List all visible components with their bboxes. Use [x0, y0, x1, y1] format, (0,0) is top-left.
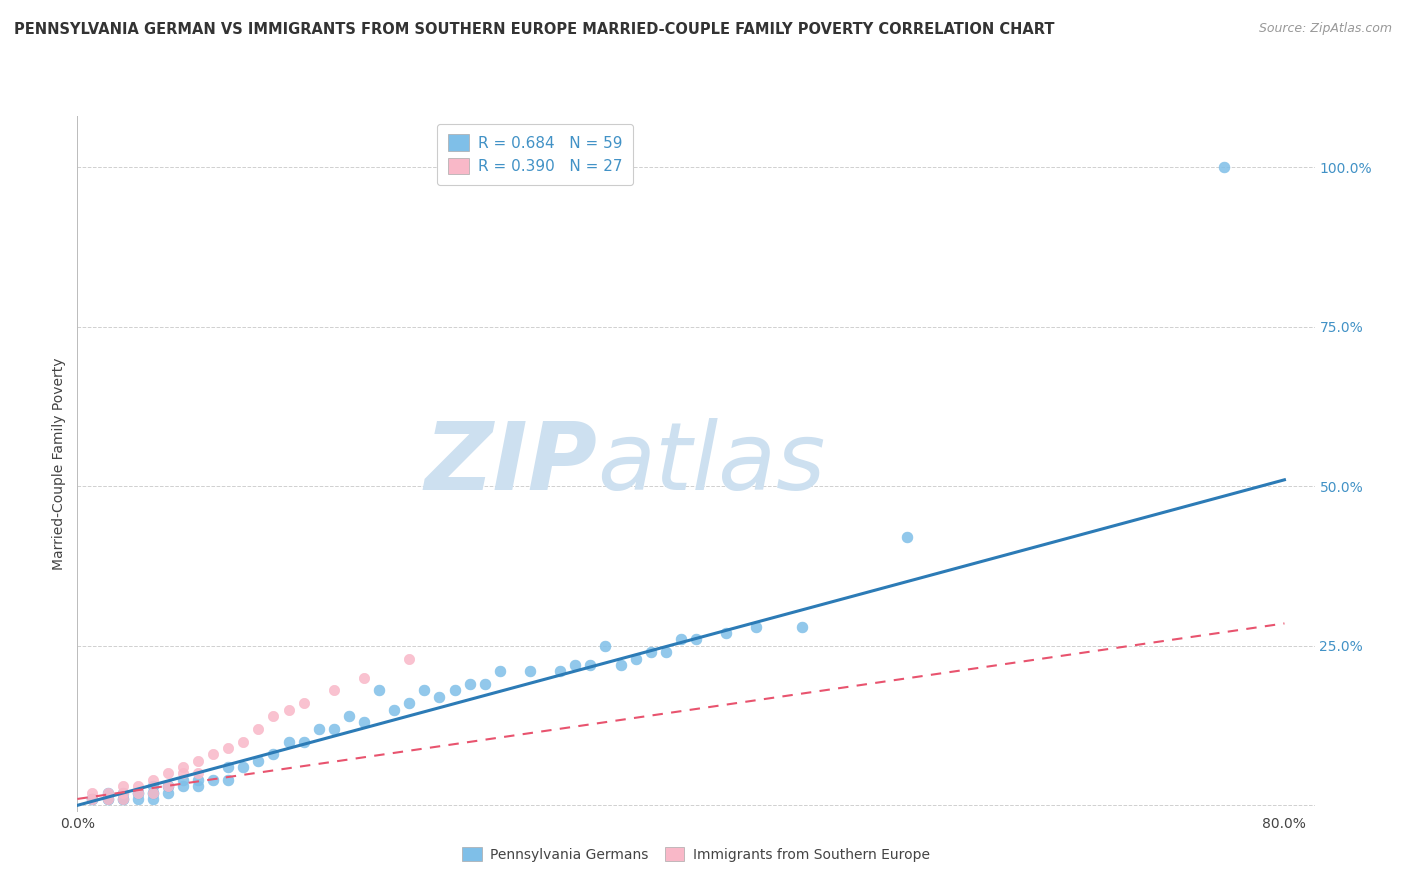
- Point: [127, 792, 149, 806]
- Y-axis label: Married-Couple Family Poverty: Married-Couple Family Poverty: [52, 358, 66, 570]
- Text: ZIP: ZIP: [425, 417, 598, 510]
- Point: [127, 786, 149, 800]
- Point: [111, 786, 134, 800]
- Point: [127, 779, 149, 793]
- Point: [172, 760, 194, 774]
- Point: [142, 772, 165, 787]
- Point: [142, 786, 165, 800]
- Point: [202, 772, 225, 787]
- Point: [82, 792, 104, 806]
- Point: [277, 703, 299, 717]
- Point: [156, 786, 179, 800]
- Point: [413, 683, 436, 698]
- Point: [187, 766, 209, 780]
- Point: [156, 779, 179, 793]
- Point: [187, 779, 209, 793]
- Point: [609, 657, 631, 672]
- Legend: Pennsylvania Germans, Immigrants from Southern Europe: Pennsylvania Germans, Immigrants from So…: [457, 841, 935, 867]
- Point: [624, 651, 647, 665]
- Point: [96, 786, 118, 800]
- Point: [382, 703, 405, 717]
- Point: [247, 722, 270, 736]
- Point: [790, 619, 813, 633]
- Point: [714, 626, 737, 640]
- Point: [217, 740, 239, 755]
- Point: [156, 766, 179, 780]
- Point: [896, 530, 918, 544]
- Point: [564, 657, 586, 672]
- Point: [111, 792, 134, 806]
- Point: [111, 786, 134, 800]
- Point: [488, 665, 510, 679]
- Point: [96, 792, 118, 806]
- Point: [1213, 160, 1236, 174]
- Point: [82, 786, 104, 800]
- Point: [96, 792, 118, 806]
- Point: [429, 690, 451, 704]
- Point: [443, 683, 465, 698]
- Point: [548, 665, 571, 679]
- Text: PENNSYLVANIA GERMAN VS IMMIGRANTS FROM SOUTHERN EUROPE MARRIED-COUPLE FAMILY POV: PENNSYLVANIA GERMAN VS IMMIGRANTS FROM S…: [14, 22, 1054, 37]
- Point: [111, 792, 134, 806]
- Point: [172, 779, 194, 793]
- Point: [368, 683, 391, 698]
- Point: [322, 722, 344, 736]
- Point: [292, 734, 315, 748]
- Point: [579, 657, 602, 672]
- Point: [308, 722, 330, 736]
- Point: [353, 671, 375, 685]
- Point: [640, 645, 662, 659]
- Point: [172, 766, 194, 780]
- Point: [655, 645, 678, 659]
- Point: [127, 786, 149, 800]
- Point: [142, 779, 165, 793]
- Point: [187, 772, 209, 787]
- Point: [172, 772, 194, 787]
- Point: [322, 683, 344, 698]
- Point: [142, 786, 165, 800]
- Point: [111, 779, 134, 793]
- Point: [263, 709, 285, 723]
- Point: [111, 792, 134, 806]
- Point: [232, 760, 254, 774]
- Point: [337, 709, 360, 723]
- Point: [595, 639, 617, 653]
- Point: [745, 619, 768, 633]
- Point: [142, 792, 165, 806]
- Point: [156, 779, 179, 793]
- Point: [82, 792, 104, 806]
- Point: [156, 779, 179, 793]
- Point: [202, 747, 225, 762]
- Point: [142, 786, 165, 800]
- Point: [232, 734, 254, 748]
- Point: [474, 677, 496, 691]
- Point: [353, 715, 375, 730]
- Point: [398, 696, 420, 710]
- Text: Source: ZipAtlas.com: Source: ZipAtlas.com: [1258, 22, 1392, 36]
- Point: [127, 786, 149, 800]
- Point: [96, 792, 118, 806]
- Point: [187, 754, 209, 768]
- Point: [685, 632, 707, 647]
- Point: [458, 677, 481, 691]
- Text: atlas: atlas: [598, 418, 825, 509]
- Point: [247, 754, 270, 768]
- Point: [519, 665, 541, 679]
- Point: [96, 786, 118, 800]
- Point: [398, 651, 420, 665]
- Point: [292, 696, 315, 710]
- Point: [82, 792, 104, 806]
- Point: [217, 772, 239, 787]
- Point: [277, 734, 299, 748]
- Point: [669, 632, 692, 647]
- Point: [217, 760, 239, 774]
- Point: [263, 747, 285, 762]
